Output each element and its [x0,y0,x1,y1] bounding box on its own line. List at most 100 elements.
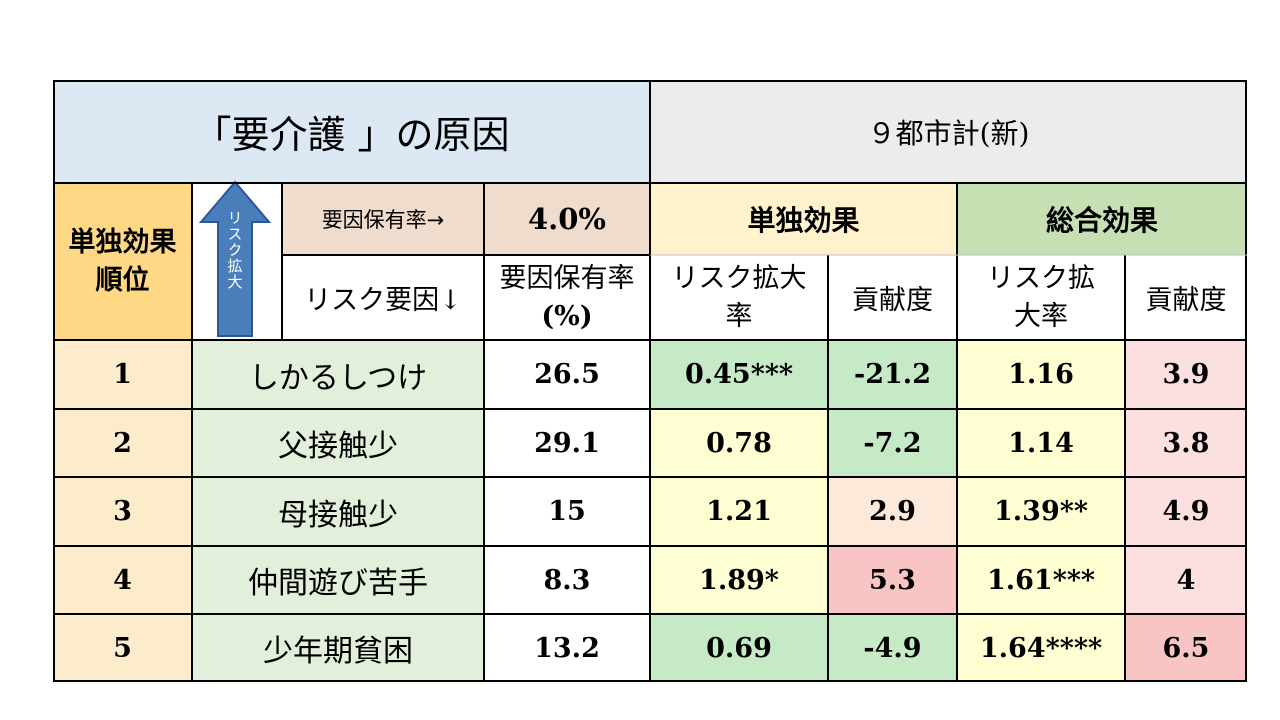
region-title: ９都市計(新) [650,80,1247,183]
rate-col-line1: 要因保有率 [499,262,635,294]
total-ratio-header: リスク拡 大率 [957,255,1125,340]
rank-value: 5 [113,632,132,664]
single-contrib-value: 5.3 [869,564,916,596]
single-contrib-value: -7.2 [863,427,922,459]
rate-col-line2: (%) [541,300,593,332]
single-ratio-value: 1.89* [699,564,779,596]
factor-value: 少年期貧困 [263,634,413,669]
total-effect-header: 総合効果 [957,183,1247,255]
factor-rate-value: 4.0% [484,183,650,255]
table-row-single-contrib: -4.9 [828,614,957,682]
total-ratio-value: 1.61*** [986,564,1096,596]
single-ratio-value: 0.45*** [684,359,794,390]
total-ratio-value: 1.14 [1008,427,1074,459]
single-ratio-value: 0.69 [706,632,772,664]
total-effect-header-text: 総合効果 [1045,204,1158,237]
single-ratio-header: リスク拡大 率 [650,255,828,340]
total-contrib-value: 6.5 [1162,632,1210,664]
table-row-rank: 1 [53,340,192,409]
table-row-total-ratio: 1.16 [957,340,1125,409]
total-ratio-line2: 大率 [1014,300,1068,332]
table-row-factor: 仲間遊び苦手 [192,546,484,614]
table-row-rate: 26.5 [484,340,650,409]
table-row-total-contrib: 3.9 [1125,340,1247,409]
single-ratio-line2: 率 [725,300,753,332]
total-contrib-value: 4 [1176,564,1196,596]
table-row-single-contrib: -7.2 [828,409,957,477]
single-contrib-value: -21.2 [854,359,931,390]
table-row-single-ratio: 1.21 [650,477,828,546]
single-contrib-value: 2.9 [869,496,916,527]
table-title: 「要介護 」の原因 [53,80,650,183]
table-row-single-ratio: 0.78 [650,409,828,477]
table-row-rank: 5 [53,614,192,682]
risk-factor-label-text: リスク要因↓ [304,285,462,316]
table-row-total-ratio: 1.64**** [957,614,1125,682]
rank-header-line2: 順位 [95,264,150,296]
table-row-total-contrib: 4 [1125,546,1247,614]
rate-value: 15 [548,496,586,527]
table-row-total-ratio: 1.39** [957,477,1125,546]
total-contrib-value: 4.9 [1162,496,1210,527]
single-effect-header-text: 単独効果 [747,204,860,237]
total-contrib-value: 3.8 [1162,427,1210,459]
table-row-rate: 29.1 [484,409,650,477]
total-ratio-value: 1.39** [994,496,1088,527]
factor-rate-value-text: 4.0% [527,202,606,236]
table-row-rank: 2 [53,409,192,477]
table-row-factor: 母接触少 [192,477,484,546]
table-row-single-contrib: -21.2 [828,340,957,409]
table-row-factor: しかるしつけ [192,340,484,409]
factor-rate-arrow-label: 要因保有率→ [282,183,484,255]
table-row-total-ratio: 1.61*** [957,546,1125,614]
table-row-single-ratio: 1.89* [650,546,828,614]
single-contrib-header-text: 貢献度 [852,285,933,316]
rank-header-line1: 単独効果 [68,226,177,258]
single-ratio-line1: リスク拡大 [671,262,807,294]
table-title-text: 「要介護 」の原因 [193,113,510,157]
rate-value: 13.2 [534,632,600,664]
table-row-rank: 4 [53,546,192,614]
factor-value: 母接触少 [278,497,398,533]
total-contrib-header-text: 貢献度 [1145,285,1227,316]
total-ratio-value: 1.16 [1008,359,1074,390]
table-row-rate: 8.3 [484,546,650,614]
single-ratio-value: 0.78 [706,427,772,459]
rate-value: 29.1 [534,427,600,459]
rank-value: 4 [113,564,132,596]
total-contrib-value: 3.9 [1162,359,1210,390]
table-row-rate: 15 [484,477,650,546]
rate-value: 8.3 [543,564,591,596]
table-row-total-contrib: 6.5 [1125,614,1247,682]
table-row-rate: 13.2 [484,614,650,682]
factor-value: 父接触少 [278,429,398,464]
factor-value: しかるしつけ [248,360,428,396]
single-effect-header: 単独効果 [650,183,957,255]
table-row-rank: 3 [53,477,192,546]
single-contrib-value: -4.9 [863,632,922,664]
rank-value: 3 [113,496,132,527]
total-contrib-header: 貢献度 [1125,255,1247,340]
rate-value: 26.5 [534,359,600,390]
risk-up-arrow-label: リスク拡大 [225,210,244,290]
table-row-total-contrib: 4.9 [1125,477,1247,546]
table-row-single-contrib: 5.3 [828,546,957,614]
region-title-text: ９都市計(新) [867,116,1030,150]
table-row-single-contrib: 2.9 [828,477,957,546]
rank-value: 2 [113,427,132,459]
single-contrib-header: 貢献度 [828,255,957,340]
table-row-single-ratio: 0.69 [650,614,828,682]
table-row-factor: 少年期貧困 [192,614,484,682]
total-ratio-line1: リスク拡 [987,262,1095,294]
rate-column-header: 要因保有率 (%) [484,255,650,340]
rank-value: 1 [113,359,132,390]
table-row-single-ratio: 0.45*** [650,340,828,409]
factor-rate-arrow-text: 要因保有率→ [321,208,445,232]
single-ratio-value: 1.21 [706,496,772,527]
factor-value: 仲間遊び苦手 [248,566,428,601]
total-ratio-value: 1.64**** [979,632,1103,664]
table-row-total-contrib: 3.8 [1125,409,1247,477]
rank-header: 単独効果 順位 [53,183,192,340]
table-row-factor: 父接触少 [192,409,484,477]
risk-factor-label: リスク要因↓ [282,255,484,340]
